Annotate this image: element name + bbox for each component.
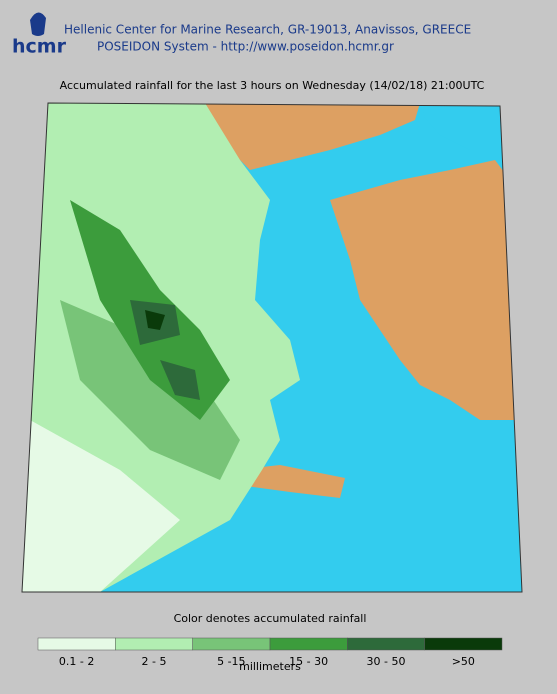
- legend-label: 0.1 - 2: [59, 655, 94, 668]
- legend-swatch: [347, 637, 425, 651]
- legend-unit: millimeters: [239, 660, 301, 673]
- logo: hcmr: [12, 12, 67, 58]
- legend-swatch: [269, 637, 348, 651]
- map: [22, 103, 522, 592]
- legend-title: Color denotes accumulated rainfall: [174, 612, 367, 625]
- map-frame: [21, 102, 523, 593]
- legend-label: 15 - 30: [289, 655, 328, 668]
- legend-swatch: [37, 637, 116, 651]
- logo-text: hcmr: [12, 36, 67, 58]
- legend-swatch: [192, 637, 271, 651]
- organization: Hellenic Center for Marine Research, GR-…: [64, 23, 471, 37]
- map-title: Accumulated rainfall for the last 3 hour…: [60, 79, 485, 92]
- legend: 0.1 - 2 2 - 5 5 -15 15 - 30 30 - 50 >50: [37, 637, 503, 668]
- legend-swatch: [424, 637, 503, 651]
- legend-swatch: [115, 637, 193, 651]
- legend-label: 2 - 5: [142, 655, 167, 668]
- legend-label: 5 -15: [217, 655, 245, 668]
- legend-label: >50: [452, 655, 475, 668]
- legend-label: 30 - 50: [367, 655, 406, 668]
- system: POSEIDON System - http://www.poseidon.hc…: [97, 40, 394, 54]
